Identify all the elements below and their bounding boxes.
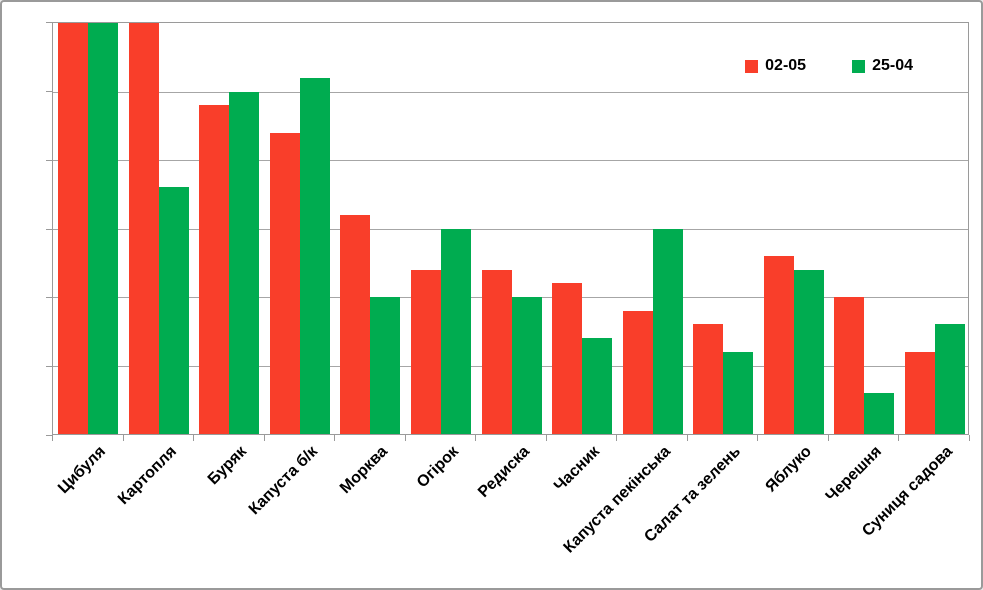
x-axis-tick [404, 435, 406, 441]
gridline [53, 91, 968, 93]
x-axis-tick [475, 435, 477, 441]
y-axis-tick [46, 435, 52, 436]
y-axis-tick [46, 159, 52, 161]
x-axis-tick [545, 435, 547, 441]
bar-25-04-Картопля [158, 187, 189, 434]
bar-25-04-Цибуля [88, 23, 119, 434]
legend-item-25-04: 25-04 [852, 57, 913, 75]
bar-02-05-Цибуля [58, 23, 89, 434]
bar-25-04-Огірок [440, 228, 471, 434]
legend-item-02-05: 02-05 [745, 57, 806, 75]
y-axis-tick [46, 366, 52, 368]
bar-02-05-Огірок [410, 269, 441, 434]
x-axis-tick [334, 435, 336, 441]
bar-25-04-Часник [582, 338, 613, 434]
y-axis-tick [46, 297, 52, 299]
bar-02-05-Капуста пекінська [622, 310, 653, 434]
bar-02-05-Суниця садова [904, 351, 935, 434]
legend: 02-05 25-04 [745, 57, 913, 75]
bar-25-04-Суниця садова [934, 324, 965, 434]
bar-02-05-Черешня [834, 297, 865, 434]
legend-swatch-red-icon [745, 59, 759, 73]
bar-02-05-Часник [552, 283, 583, 434]
gridline [53, 160, 968, 161]
bar-02-05-Морква [340, 214, 371, 434]
legend-label-25-04: 25-04 [872, 57, 913, 74]
bar-25-04-Капуста пекінська [652, 228, 683, 434]
plot-area: 02-05 25-04 [52, 22, 969, 435]
bar-02-05-Редиска [481, 269, 512, 434]
x-axis-tick [193, 435, 195, 441]
bar-25-04-Морква [370, 297, 401, 434]
bar-02-05-Капуста б/к [269, 132, 300, 434]
x-axis-tick [898, 435, 900, 441]
bar-25-04-Редиска [511, 297, 542, 434]
bar-25-04-Капуста б/к [299, 77, 330, 434]
x-axis-tick [263, 435, 265, 441]
bar-02-05-Буряк [199, 105, 230, 434]
bar-02-05-Картопля [128, 23, 159, 434]
y-axis-tick [46, 90, 52, 92]
bar-25-04-Черешня [864, 392, 895, 434]
y-axis-tick [46, 22, 52, 23]
bar-25-04-Буряк [229, 91, 260, 434]
x-axis-tick [616, 435, 618, 441]
bar-25-04-Яблуко [793, 269, 824, 434]
bar-25-04-Салат та зелень [723, 351, 754, 434]
gridline [53, 228, 968, 230]
y-axis-tick [46, 228, 52, 230]
bar-02-05-Яблуко [763, 255, 794, 434]
x-axis-tick [757, 435, 759, 441]
x-axis-tick [969, 435, 970, 441]
legend-label-02-05: 02-05 [765, 57, 807, 74]
x-axis-tick [122, 435, 124, 441]
x-axis-tick [686, 435, 688, 441]
x-axis-tick [52, 435, 53, 441]
bar-02-05-Салат та зелень [693, 324, 724, 434]
x-axis-tick [827, 435, 829, 441]
legend-swatch-green-icon [852, 59, 866, 73]
